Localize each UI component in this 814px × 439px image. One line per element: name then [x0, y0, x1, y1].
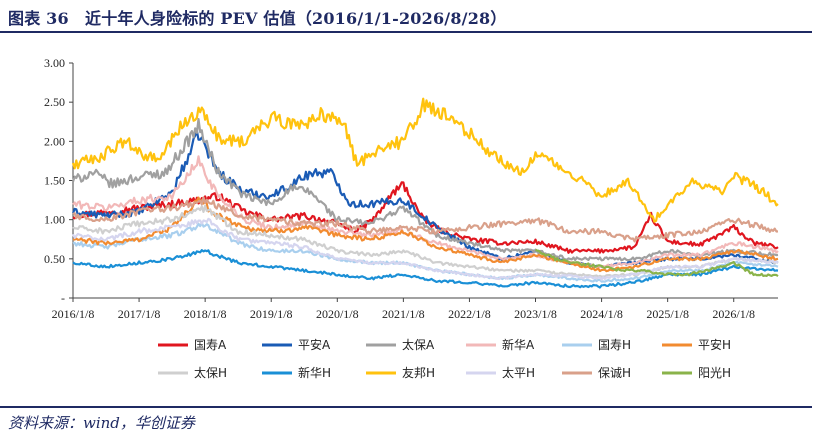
legend-label: 平安A [298, 337, 331, 352]
x-tick-label: 2026/1/8 [712, 307, 755, 321]
legend-label: 阳光H [698, 366, 731, 380]
legend-label: 新华A [502, 337, 535, 352]
legend-label: 平安H [698, 337, 731, 352]
series-line-9 [71, 97, 779, 223]
legend-label: 友邦H [402, 366, 435, 380]
source-note: 资料来源：wind，华创证券 [8, 414, 195, 432]
y-tick-label: 1.00 [44, 213, 65, 227]
x-tick-label: 2018/1/8 [184, 307, 227, 321]
series-line-12 [535, 248, 779, 278]
legend-label: 保诚H [598, 366, 631, 380]
x-tick-label: 2024/1/8 [580, 307, 623, 321]
legend-label: 国寿A [194, 338, 227, 352]
legend-label: 太平H [502, 365, 535, 380]
bottom-divider [0, 406, 812, 408]
series-line-8 [72, 249, 779, 289]
legend-label: 太保H [194, 365, 227, 380]
x-tick-label: 2019/1/8 [250, 307, 293, 321]
x-tick-label: 2023/1/8 [514, 307, 557, 321]
x-tick-label: 2022/1/8 [448, 307, 491, 321]
series-line-3 [71, 118, 779, 262]
pev-line-chart: - 0.50 1.00 1.50 2.00 2.50 3.00 2016/1/8 2017/1/… [44, 56, 779, 380]
x-tick-label: 2025/1/8 [646, 307, 689, 321]
series-line-10 [72, 217, 779, 281]
legend-label: 新华H [298, 365, 331, 380]
y-tick-label: 2.00 [44, 134, 65, 148]
x-tick-label: 2021/1/8 [382, 307, 425, 321]
y-tick-label: 0.50 [44, 252, 65, 266]
y-tick-label: - [61, 291, 65, 305]
y-tick-label: 1.50 [44, 174, 65, 188]
chart-title: 图表 36 近十年人身险标的 PEV 估值（2016/1/1-2026/8/28… [8, 9, 507, 28]
legend-label: 太保A [402, 337, 435, 352]
x-tick-label: 2020/1/8 [316, 307, 359, 321]
legend-label: 国寿H [598, 338, 631, 352]
series-line-6 [72, 196, 779, 273]
y-tick-label: 2.50 [44, 95, 65, 109]
x-tick-label: 2016/1/8 [52, 307, 95, 321]
y-tick-label: 3.00 [44, 56, 65, 70]
top-divider [0, 31, 812, 33]
x-tick-label: 2017/1/8 [118, 307, 161, 321]
series-line-11 [72, 196, 779, 243]
